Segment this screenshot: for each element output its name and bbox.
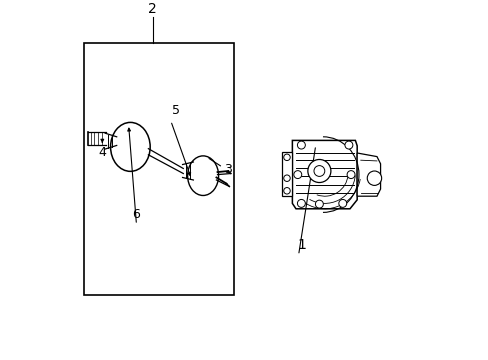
Circle shape (344, 141, 352, 149)
Circle shape (293, 171, 301, 179)
Circle shape (283, 175, 289, 181)
Circle shape (346, 171, 354, 179)
Text: 4: 4 (98, 146, 106, 159)
Bar (84, 43, 233, 295)
Circle shape (283, 154, 289, 161)
Circle shape (297, 141, 305, 149)
Text: 1: 1 (297, 238, 306, 252)
Polygon shape (356, 153, 380, 196)
Circle shape (366, 171, 381, 185)
Circle shape (315, 200, 323, 208)
Polygon shape (292, 140, 356, 209)
Circle shape (283, 188, 289, 194)
Text: 3: 3 (224, 163, 231, 176)
Text: 5: 5 (172, 104, 180, 117)
Polygon shape (281, 152, 292, 196)
Circle shape (297, 199, 305, 207)
Ellipse shape (110, 122, 150, 171)
Circle shape (307, 159, 330, 183)
Ellipse shape (187, 156, 218, 195)
Text: 2: 2 (148, 2, 157, 16)
Text: 6: 6 (132, 208, 140, 221)
Circle shape (313, 166, 324, 176)
Circle shape (338, 199, 346, 207)
